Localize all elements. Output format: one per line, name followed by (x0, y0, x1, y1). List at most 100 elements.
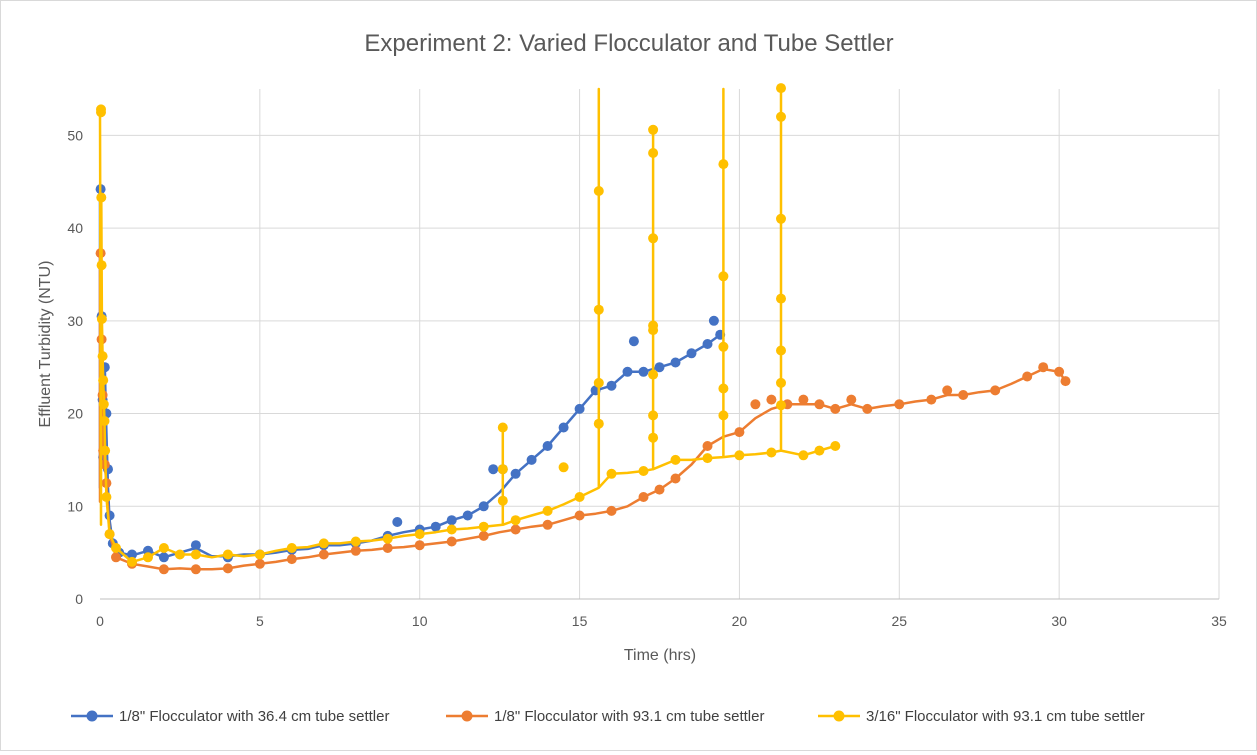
data-point (542, 505, 553, 516)
data-point (478, 521, 489, 532)
data-point (392, 517, 403, 527)
data-point (158, 543, 169, 553)
data-point (1038, 362, 1049, 373)
data-point (497, 464, 508, 475)
y-tick-label: 10 (67, 498, 83, 514)
data-point (96, 107, 106, 118)
data-point (478, 501, 489, 512)
data-point (158, 552, 169, 563)
data-point (574, 403, 585, 414)
grid (100, 89, 1220, 599)
legend-label: 1/8" Flocculator with 36.4 cm tube settl… (119, 708, 389, 725)
data-point (446, 524, 457, 535)
data-point (776, 111, 786, 122)
legend-item: 1/8" Flocculator with 36.4 cm tube settl… (71, 708, 389, 725)
series-layer (95, 83, 1071, 575)
y-tick-label: 40 (67, 220, 83, 236)
data-point (558, 462, 569, 473)
legend-label: 3/16" Flocculator with 93.1 cm tube sett… (866, 708, 1145, 725)
series-line (98, 86, 836, 564)
data-point (670, 357, 681, 368)
data-point (648, 233, 659, 244)
data-point (286, 543, 297, 553)
y-axis-title: Effluent Turbidity (NTU) (37, 261, 54, 428)
data-point (648, 410, 659, 421)
data-point (558, 422, 569, 433)
legend-marker (461, 710, 473, 722)
data-point (766, 394, 777, 405)
data-point (814, 445, 825, 456)
data-point (254, 558, 265, 569)
data-point (718, 159, 729, 170)
legend-marker (833, 710, 845, 722)
data-point (990, 385, 1001, 396)
data-point (830, 403, 841, 414)
y-tick-label: 0 (75, 591, 83, 607)
data-point (622, 366, 633, 377)
x-tick-label: 35 (1211, 613, 1227, 629)
data-point (127, 549, 137, 560)
data-point (350, 545, 361, 556)
data-point (143, 552, 153, 563)
data-point (98, 375, 109, 386)
data-point (510, 524, 521, 535)
data-point (718, 341, 729, 352)
x-tick-label: 25 (891, 613, 907, 629)
data-point (1022, 371, 1033, 382)
data-point (638, 466, 649, 476)
data-point (111, 543, 121, 553)
data-point (718, 410, 729, 421)
data-point (100, 445, 111, 456)
data-point (686, 348, 697, 359)
data-point (648, 124, 659, 135)
y-tick-label: 20 (67, 406, 83, 422)
data-point (734, 450, 745, 461)
data-point (708, 315, 719, 326)
data-point (606, 468, 617, 479)
axes: 0 5 10 15 20 25 30 35 0 10 20 30 40 50 (67, 127, 1227, 629)
data-point (942, 385, 953, 396)
data-point (798, 394, 809, 405)
data-point (958, 390, 969, 400)
data-point (776, 377, 786, 388)
data-point (101, 492, 112, 502)
data-point (478, 530, 489, 541)
data-point (862, 403, 873, 414)
data-point (286, 554, 297, 565)
data-point (593, 186, 604, 196)
data-point (926, 394, 937, 405)
x-tick-label: 15 (572, 613, 588, 629)
data-point (158, 564, 169, 575)
data-point (430, 521, 441, 532)
data-point (574, 492, 585, 502)
data-point (174, 549, 185, 560)
legend: 1/8" Flocculator with 36.4 cm tube settl… (71, 708, 1145, 725)
data-point (446, 515, 457, 526)
data-point (350, 536, 361, 547)
data-point (1060, 376, 1071, 387)
series-line (98, 253, 1067, 571)
data-point (776, 400, 786, 411)
legend-label: 1/8" Flocculator with 93.1 cm tube settl… (494, 708, 764, 725)
data-point (648, 148, 659, 158)
data-point (190, 564, 201, 575)
data-point (798, 450, 809, 461)
data-point (894, 399, 905, 410)
data-point (638, 492, 649, 502)
data-point (814, 399, 825, 410)
data-point (222, 563, 233, 574)
x-tick-label: 0 (96, 613, 104, 629)
data-point (98, 399, 109, 410)
data-point (654, 362, 665, 373)
data-point (510, 468, 521, 479)
data-point (606, 505, 617, 516)
data-point (648, 325, 659, 336)
data-point (190, 549, 201, 560)
data-point (510, 515, 521, 526)
data-point (718, 383, 729, 394)
data-point (254, 549, 265, 560)
series-3 (96, 83, 841, 567)
data-point (750, 399, 761, 410)
data-point (526, 454, 537, 465)
